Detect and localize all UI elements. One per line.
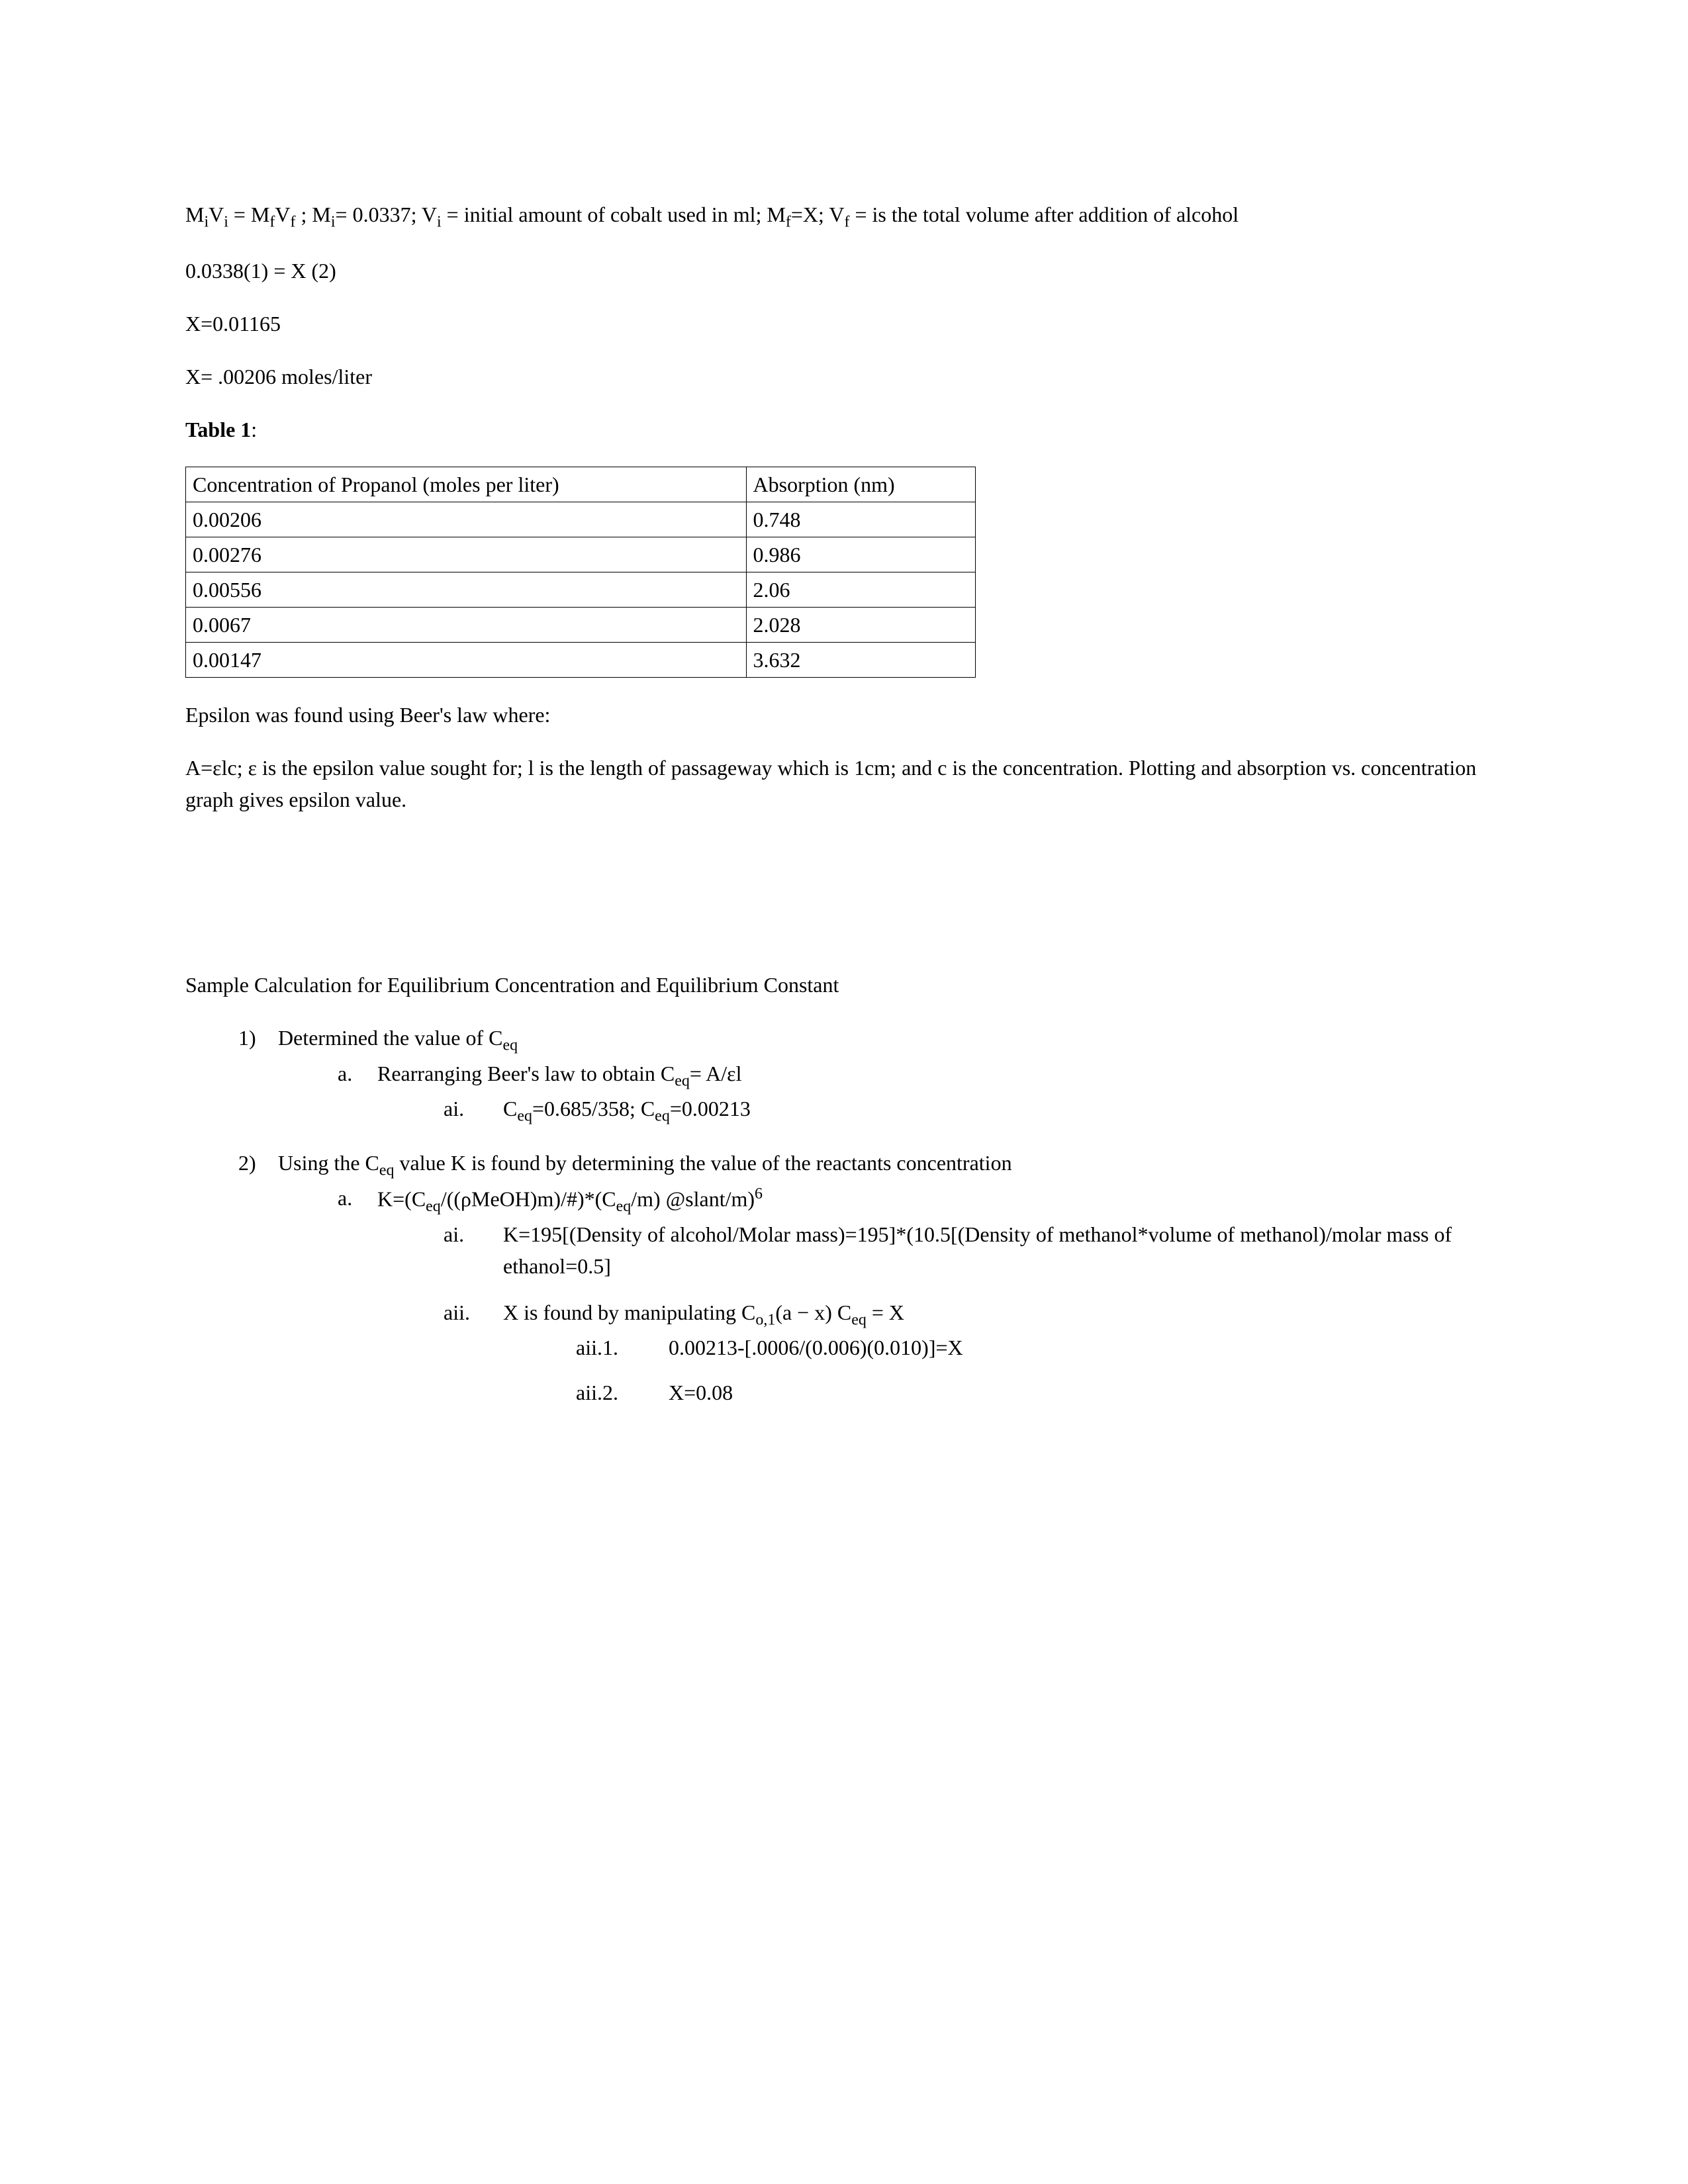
text: Rearranging Beer's law to obtain C <box>377 1062 675 1085</box>
subscript: eq <box>517 1108 532 1125</box>
list-marker: ai. <box>444 1093 464 1124</box>
list-marker: a. <box>338 1058 352 1089</box>
list-marker: ai. <box>444 1218 464 1250</box>
paragraph-eq-line-2: X=0.01165 <box>185 308 1503 340</box>
table-row: 0.00206 0.748 <box>186 502 976 537</box>
alpha-list: a. Rearranging Beer's law to obtain Ceq=… <box>278 1058 1503 1128</box>
text: K=195[(Density of alcohol/Molar mass)=19… <box>503 1222 1452 1278</box>
list-item: aii.2. X=0.08 <box>576 1377 1503 1408</box>
roman-list: ai. K=195[(Density of alcohol/Molar mass… <box>377 1218 1503 1408</box>
section-gap <box>185 837 1503 969</box>
subscript: eq <box>616 1198 632 1215</box>
text: =0.685/358; C <box>532 1097 655 1120</box>
section-header: Sample Calculation for Equilibrium Conce… <box>185 969 1503 1001</box>
table-cell: 0.00556 <box>186 572 747 608</box>
subscript: eq <box>655 1108 670 1125</box>
text: /m) @slant/m) <box>631 1187 755 1211</box>
paragraph-equation-header: MiVi = MfVf ; Mi= 0.0337; Vi = initial a… <box>185 199 1503 234</box>
list-item: aii. X is found by manipulating Co,1(a −… <box>444 1297 1503 1408</box>
subscript: f <box>786 213 791 230</box>
subscript: eq <box>675 1072 690 1089</box>
table-label-colon: : <box>251 418 257 441</box>
text: 0.00213-[.0006/(0.006)(0.010)]=X <box>669 1336 963 1359</box>
numbered-list: 1) Determined the value of Ceq a. Rearra… <box>185 1022 1503 1408</box>
table-cell: 0.748 <box>746 502 976 537</box>
table-header-row: Concentration of Propanol (moles per lit… <box>186 467 976 502</box>
text: X is found by manipulating C <box>503 1300 755 1324</box>
table-label: Table 1: <box>185 414 1503 445</box>
table-cell: 2.028 <box>746 608 976 643</box>
list-item: ai. K=195[(Density of alcohol/Molar mass… <box>444 1218 1503 1282</box>
subscript: i <box>331 213 336 230</box>
list-item: a. Rearranging Beer's law to obtain Ceq=… <box>338 1058 1503 1128</box>
text: = M <box>228 203 270 226</box>
subscript: eq <box>426 1198 441 1215</box>
text: = A/εl <box>690 1062 742 1085</box>
text: = 0.0337; V <box>336 203 437 226</box>
table-row: 0.00147 3.632 <box>186 643 976 678</box>
subscript: eq <box>502 1037 518 1054</box>
list-item: a. K=(Ceq/((ρMeOH)m)/#)*(Ceq/m) @slant/m… <box>338 1182 1503 1408</box>
table-header-cell: Concentration of Propanol (moles per lit… <box>186 467 747 502</box>
list-marker: aii.1. <box>576 1332 618 1363</box>
text: V <box>275 203 290 226</box>
roman-list: ai. Ceq=0.685/358; Ceq=0.00213 <box>377 1093 1503 1128</box>
list-marker: 2) <box>238 1147 256 1179</box>
text: X=0.08 <box>669 1381 733 1404</box>
text: value K is found by determining the valu… <box>395 1151 1012 1175</box>
table-cell: 2.06 <box>746 572 976 608</box>
paragraph-eq-line-1: 0.0338(1) = X (2) <box>185 255 1503 287</box>
inner-roman-list: aii.1. 0.00213-[.0006/(0.006)(0.010)]=X … <box>503 1332 1503 1408</box>
table-cell: 0.0067 <box>186 608 747 643</box>
table-row: 0.00556 2.06 <box>186 572 976 608</box>
subscript: i <box>437 213 442 230</box>
table-header-cell: Absorption (nm) <box>746 467 976 502</box>
list-item: 2) Using the Ceq value K is found by det… <box>238 1147 1503 1409</box>
subscript: eq <box>851 1311 867 1328</box>
text: = initial amount of cobalt used in ml; M <box>442 203 786 226</box>
table-cell: 0.00206 <box>186 502 747 537</box>
superscript: 6 <box>755 1185 763 1203</box>
text: V <box>209 203 224 226</box>
text: (a − x) C <box>775 1300 851 1324</box>
list-marker: 1) <box>238 1022 256 1054</box>
table-cell: 0.00147 <box>186 643 747 678</box>
text: M <box>185 203 204 226</box>
data-table: Concentration of Propanol (moles per lit… <box>185 467 976 678</box>
text: C <box>503 1097 517 1120</box>
table-cell: 0.986 <box>746 537 976 572</box>
subscript: i <box>224 213 228 230</box>
list-item: 1) Determined the value of Ceq a. Rearra… <box>238 1022 1503 1128</box>
text: /((ρMeOH)m)/#)*(C <box>441 1187 616 1211</box>
table-cell: 0.00276 <box>186 537 747 572</box>
subscript: eq <box>379 1161 395 1179</box>
text: =0.00213 <box>670 1097 751 1120</box>
paragraph-epsilon-intro: Epsilon was found using Beer's law where… <box>185 699 1503 731</box>
text: Using the C <box>278 1151 379 1175</box>
text: K=(C <box>377 1187 426 1211</box>
table-row: 0.0067 2.028 <box>186 608 976 643</box>
list-item: aii.1. 0.00213-[.0006/(0.006)(0.010)]=X <box>576 1332 1503 1363</box>
list-marker: aii.2. <box>576 1377 618 1408</box>
table-row: 0.00276 0.986 <box>186 537 976 572</box>
text: ; M <box>296 203 331 226</box>
text: = is the total volume after addition of … <box>849 203 1239 226</box>
paragraph-epsilon-desc: A=εlc; ε is the epsilon value sought for… <box>185 752 1503 815</box>
subscript: f <box>291 213 296 230</box>
list-item: ai. Ceq=0.685/358; Ceq=0.00213 <box>444 1093 1503 1128</box>
subscript: o,1 <box>755 1311 775 1328</box>
text: =X; V <box>791 203 845 226</box>
list-marker: aii. <box>444 1297 470 1328</box>
list-marker: a. <box>338 1182 352 1214</box>
text: Determined the value of C <box>278 1026 502 1050</box>
text: = X <box>867 1300 904 1324</box>
table-cell: 3.632 <box>746 643 976 678</box>
table-label-bold: Table 1 <box>185 418 251 441</box>
alpha-list: a. K=(Ceq/((ρMeOH)m)/#)*(Ceq/m) @slant/m… <box>278 1182 1503 1408</box>
paragraph-eq-line-3: X= .00206 moles/liter <box>185 361 1503 392</box>
